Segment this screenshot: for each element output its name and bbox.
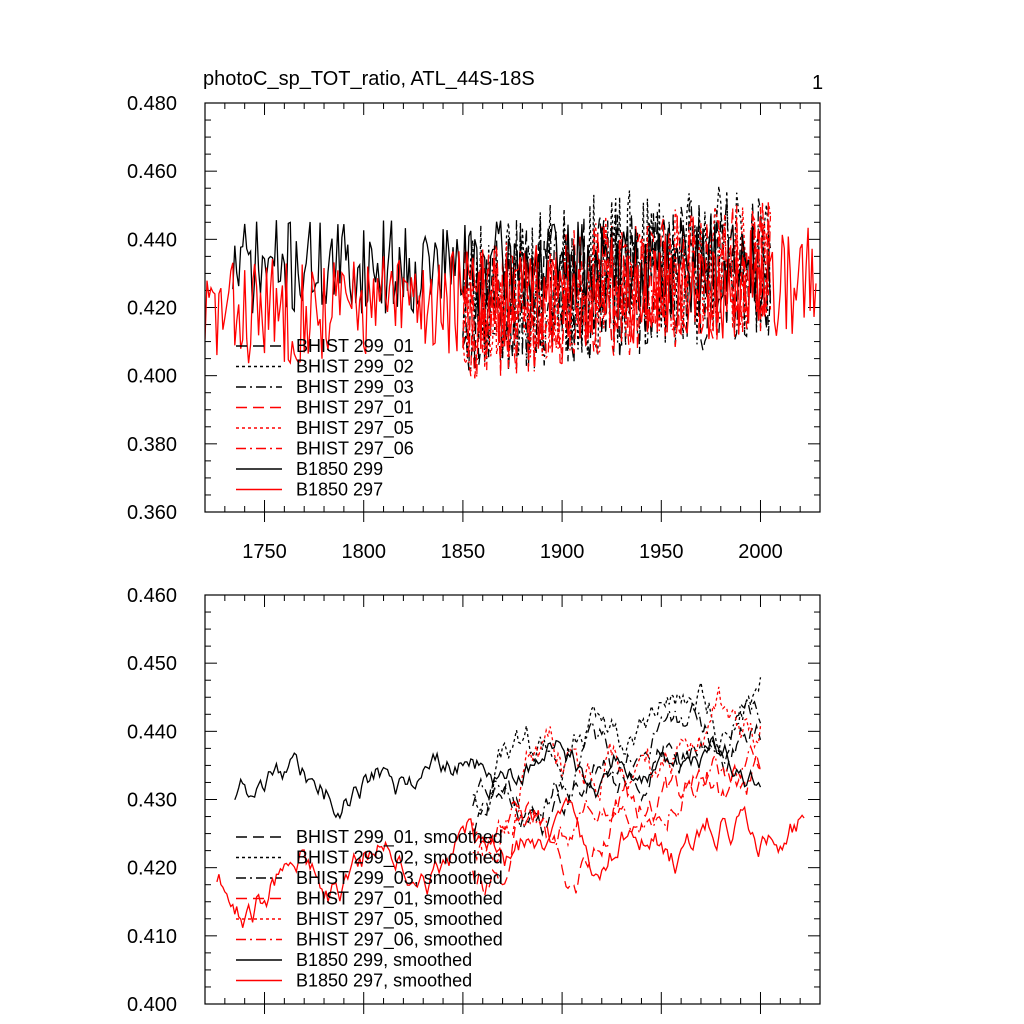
top-panel: 0.360 0.380 0.400 0.420 0.440 0.460 0.480 1750 1… [127,93,821,563]
legend-label: BHIST 299_01 [296,336,414,357]
chart-title: photoC_sp_TOT_ratio, ATL_44S-18S [203,68,535,90]
legend-label: BHIST 297_06 [296,439,414,460]
y-tick-label: 0.430 [127,790,177,812]
plot-frame [204,102,821,513]
plot-frame [204,594,821,1005]
legend-label: BHIST 299_03 [296,377,414,398]
series-line [462,200,772,379]
y-tick-label: 0.400 [127,366,177,388]
y-tick-label: 0.440 [127,721,177,743]
series-line [472,744,761,862]
legend-label: B1850 299, smoothed [296,950,472,970]
y-tick-label: 0.450 [127,653,177,675]
y-tick-label: 0.420 [127,298,177,320]
bottom-panel: 0.400 0.410 0.420 0.430 0.440 0.450 0.460 BHIST… [127,585,821,1016]
series-line [462,201,772,378]
series-line [205,227,817,365]
series-line [234,735,762,820]
legend-label: BHIST 299_01, smoothed [296,827,503,848]
legend-label: BHIST 297_05, smoothed [296,909,503,930]
legend-label: B1850 297, smoothed [296,971,472,991]
legend-label: BHIST 297_05 [296,418,414,439]
legend-label: BHIST 299_02, smoothed [296,848,503,869]
legend-label: BHIST 299_02 [296,357,414,378]
y-tick-label: 0.420 [127,858,177,880]
series-line [472,753,762,897]
series-group [216,677,805,928]
y-tick-label: 0.410 [127,926,177,948]
series-line [232,220,772,315]
legend-label: B1850 297 [296,480,383,500]
legend-label: BHIST 299_03, smoothed [296,868,503,889]
panel-number: 1 [812,72,823,94]
series-line [472,723,762,837]
x-tick-label: 1850 [441,541,486,563]
x-tick-label: 1950 [639,541,684,563]
legend-label: BHIST 297_01, smoothed [296,889,503,910]
legend-label: BHIST 297_01 [296,398,414,419]
y-tick-label: 0.480 [127,93,177,115]
series-line [472,677,762,813]
series-line [472,686,762,867]
y-tick-label: 0.460 [127,585,177,607]
series-group [205,186,817,379]
x-tick-label: 1750 [242,541,287,563]
y-tick-label: 0.440 [127,229,177,251]
y-tick-label: 0.400 [127,994,177,1016]
legend-label: BHIST 297_06, smoothed [296,930,503,951]
x-tick-label: 1800 [341,541,386,563]
y-tick-label: 0.460 [127,161,177,183]
legend-label: B1850 299 [296,459,383,479]
y-tick-label: 0.360 [127,502,177,524]
x-tick-label: 1900 [540,541,585,563]
series-line [216,796,805,928]
x-tick-label: 2000 [738,541,783,563]
y-tick-label: 0.380 [127,434,177,456]
series-line [472,696,762,830]
